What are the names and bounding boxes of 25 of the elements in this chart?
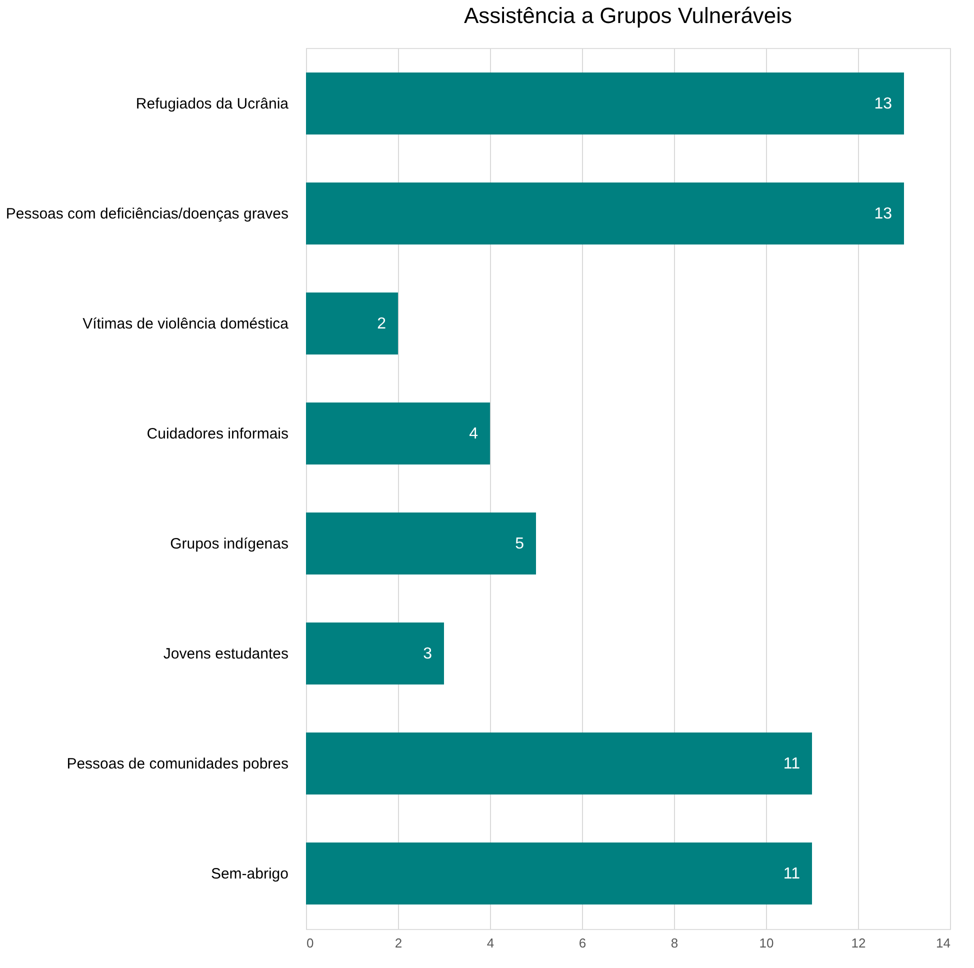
y-tick-label: Vítimas de violência doméstica (82, 316, 290, 333)
x-tick-label: 12 (851, 936, 866, 950)
x-tick-label: 8 (670, 936, 678, 950)
x-tick-label: 2 (394, 936, 402, 950)
x-tick-label: 6 (578, 936, 586, 950)
y-tick-label: Cuidadores informais (146, 426, 288, 443)
data-label: 5 (515, 535, 524, 552)
x-tick-label: 4 (486, 936, 494, 950)
data-label: 3 (423, 645, 432, 662)
x-tick-label: 14 (936, 936, 950, 950)
data-label: 13 (874, 206, 892, 223)
data-label: 2 (377, 316, 386, 333)
data-label: 11 (783, 755, 800, 772)
y-tick-label: Jovens estudantes (163, 645, 288, 662)
x-tick-label: 0 (306, 936, 314, 950)
data-label: 11 (783, 865, 800, 882)
y-tick-label: Grupos indígenas (170, 535, 288, 552)
y-tick-label: Sem-abrigo (210, 865, 288, 882)
data-label: 4 (469, 426, 478, 443)
data-label: 13 (874, 96, 892, 113)
y-tick-label: Refugiados da Ucrânia (136, 96, 290, 113)
y-tick-label: Pessoas com deficiências/doenças graves (6, 206, 288, 223)
x-tick-label: 10 (759, 936, 774, 950)
chart-title: Assistência a Grupos Vulneráveis (464, 3, 792, 28)
y-tick-label: Pessoas de comunidades pobres (66, 755, 288, 772)
